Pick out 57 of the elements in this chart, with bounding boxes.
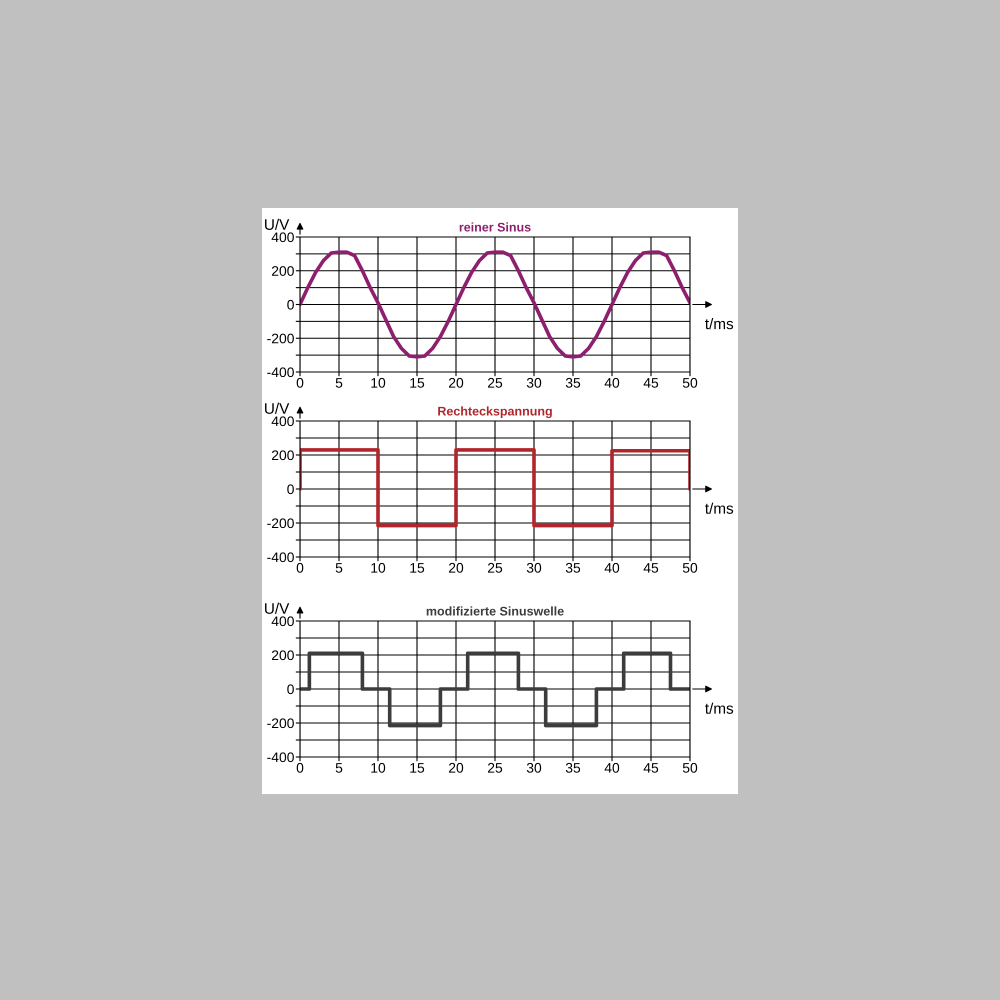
x-tick-label: 0 [296,378,304,388]
y-tick-label: 400 [272,416,294,426]
x-tick-label: 45 [644,563,658,573]
chart-title: modifizierte Sinuswelle [426,606,564,616]
y-tick-label: -400 [267,552,294,562]
y-tick-label: 400 [272,232,294,242]
x-tick-label: 15 [410,763,424,773]
x-tick-label: 25 [488,378,502,388]
y-tick-label: 0 [287,684,294,694]
y-tick-label: 200 [272,650,294,660]
y-tick-label: 0 [287,300,294,310]
x-tick-label: 40 [604,762,620,773]
y-tick-label: -400 [267,367,294,378]
x-tick-label: 30 [526,762,542,773]
y-tick-label: 400 [272,616,294,626]
x-tick-label: 35 [566,378,580,388]
x-axis-title: t/ms [705,502,734,514]
chart-title: Rechteckspannung [438,406,552,418]
x-tick-label: 40 [604,378,620,388]
x-tick-label: 10 [371,562,386,573]
x-tick-label: 5 [336,763,342,773]
x-tick-label: 20 [448,378,464,388]
x-tick-label: 40 [604,562,620,573]
chart-title: reiner Sinus [460,222,531,232]
x-tick-label: 45 [644,378,658,388]
x-tick-label: 45 [644,763,658,773]
x-tick-label: 15 [410,378,424,388]
x-tick-label: 35 [566,762,580,773]
x-tick-label: 5 [336,563,342,573]
x-tick-label: 35 [566,562,580,573]
y-tick-label: -400 [267,752,294,762]
x-tick-label: 20 [448,562,464,573]
y-axis-title: U/V [265,218,290,230]
x-tick-label: 25 [488,562,502,573]
y-tick-label: 0 [287,484,294,494]
x-tick-label: 0 [296,562,304,573]
x-tick-label: 30 [526,378,542,388]
x-tick-label: 50 [682,562,698,573]
x-tick-label: 15 [410,563,424,573]
x-axis-title: t/ms [705,318,734,330]
y-tick-label: 200 [272,266,294,276]
x-tick-label: 50 [682,762,698,773]
y-tick-label: -200 [267,334,294,344]
x-tick-label: 20 [448,762,464,773]
x-tick-label: 50 [682,378,698,388]
x-tick-label: 0 [296,762,304,773]
x-tick-label: 10 [371,762,386,773]
y-tick-label: -200 [267,718,294,728]
x-axis-title: t/ms [705,702,734,714]
x-tick-label: 30 [526,562,542,573]
x-tick-label: 5 [336,378,342,388]
x-tick-label: 25 [488,762,502,773]
y-axis-title: U/V [265,602,290,614]
y-tick-label: -200 [267,518,294,528]
y-axis-title: U/V [265,402,290,414]
x-tick-label: 10 [371,378,386,388]
y-tick-label: 200 [272,450,294,460]
